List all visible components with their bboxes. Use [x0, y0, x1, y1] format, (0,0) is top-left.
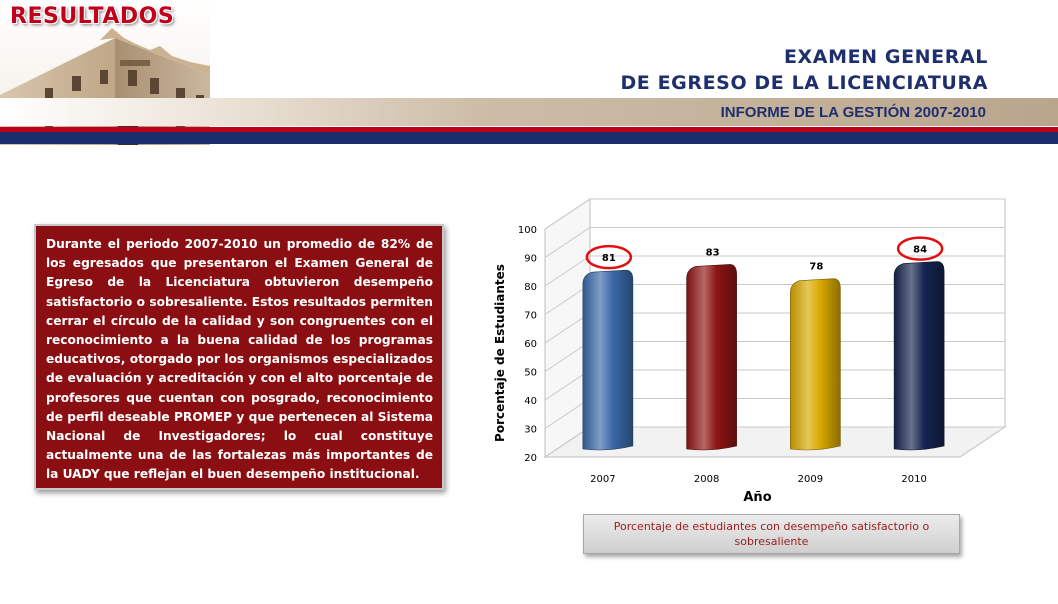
y-tick-label: 50 [524, 368, 537, 379]
x-tick-label: 2008 [694, 474, 719, 485]
highlight-circle-2010 [896, 236, 944, 261]
page-title: EXAMEN GENERAL DE EGRESO DE LA LICENCIAT… [620, 44, 988, 96]
gridline [544, 255, 1005, 287]
y-tick-label: 100 [518, 225, 537, 236]
y-tick-label: 90 [524, 254, 537, 265]
x-tick-label: 2009 [798, 474, 823, 485]
red-divider [0, 127, 1058, 132]
bar-2007 [582, 269, 634, 451]
highlight-circle-2007 [585, 244, 633, 270]
x-tick-label: 2007 [590, 474, 615, 485]
description-box: Durante el periodo 2007-2010 un promedio… [34, 224, 444, 490]
y-axis-title: Porcentaje de Estudiantes [493, 264, 507, 442]
gridline [544, 227, 1005, 258]
header-strip [0, 98, 1058, 126]
chart-caption: Porcentaje de estudiantes con desempeño … [583, 514, 960, 554]
y-tick-label: 20 [524, 453, 537, 464]
gridline [544, 198, 1005, 230]
y-tick-label: 70 [524, 311, 537, 322]
page-subtitle: INFORME DE LA GESTIÓN 2007-2010 [720, 104, 986, 121]
page-title-line1: EXAMEN GENERAL [783, 46, 988, 68]
bar-2009 [790, 278, 841, 451]
bar-chart: 20 30 40 50 60 70 80 90 100 81 2007 83 2008 78 2009 84 2… [493, 198, 1007, 505]
x-tick-label: 2010 [901, 474, 926, 485]
data-label-2010: 84 [913, 245, 927, 256]
data-label-2008: 83 [706, 247, 720, 258]
data-label-2009: 78 [809, 262, 823, 273]
y-tick-label: 40 [524, 396, 537, 407]
bar-2008 [686, 264, 737, 451]
page-title-line2: DE EGRESO DE LA LICENCIATURA [620, 72, 988, 94]
data-label-2007: 81 [602, 253, 616, 264]
blue-divider [0, 132, 1058, 144]
y-tick-label: 60 [524, 339, 537, 350]
y-tick-label: 80 [524, 282, 537, 293]
section-title: RESULTADOS [10, 4, 175, 29]
bar-2010 [893, 261, 945, 451]
x-axis-title: Año [743, 490, 771, 505]
y-tick-label: 30 [524, 425, 537, 436]
